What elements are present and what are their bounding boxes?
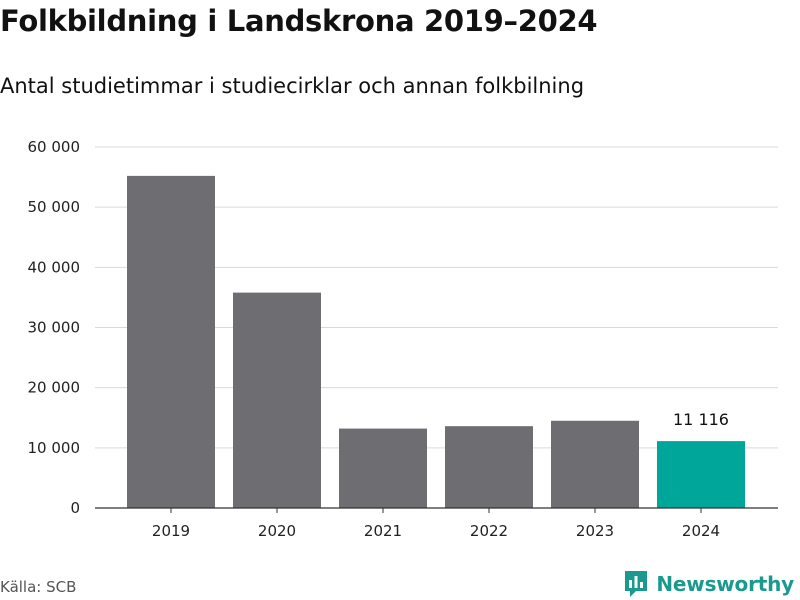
chart-subtitle: Antal studietimmar i studiecirklar och a… <box>0 74 585 98</box>
brand-name: Newsworthy <box>656 572 794 596</box>
x-tick-label: 2024 <box>682 522 720 540</box>
bar-2020 <box>233 292 321 508</box>
x-tick-label: 2022 <box>470 522 508 540</box>
newsworthy-logo-icon <box>625 571 648 597</box>
chart-title: Folkbildning i Landskrona 2019–2024 <box>0 4 598 38</box>
bar-chart: 0 10 000 20 000 30 000 40 000 50 000 60 000 20… <box>28 138 778 540</box>
y-tick-label: 20 000 <box>28 379 81 397</box>
y-tick-label: 30 000 <box>28 319 81 337</box>
y-tick-label: 10 000 <box>28 439 81 457</box>
x-tick-label: 2021 <box>364 522 402 540</box>
x-tick-label: 2019 <box>152 522 190 540</box>
bar-2024 <box>657 441 745 508</box>
x-axis-tick-labels: 2019 2020 2021 2022 2023 2024 <box>152 508 720 540</box>
x-tick-label: 2023 <box>576 522 614 540</box>
y-tick-label: 50 000 <box>28 198 81 216</box>
data-label-2024: 11 116 <box>673 410 729 429</box>
bar-2022 <box>445 426 533 508</box>
bar-2023 <box>551 420 639 508</box>
x-tick-label: 2020 <box>258 522 296 540</box>
bar-2019 <box>127 175 215 508</box>
y-axis-tick-labels: 0 10 000 20 000 30 000 40 000 50 000 60 000 <box>28 138 81 517</box>
source-note: Källa: SCB <box>0 578 77 596</box>
data-labels: 11 116 <box>673 410 729 429</box>
brand-logo[interactable]: Newsworthy <box>623 569 794 599</box>
bar-2021 <box>339 428 427 508</box>
y-tick-label: 40 000 <box>28 258 81 276</box>
bars <box>127 175 745 508</box>
y-tick-label: 0 <box>70 499 80 517</box>
y-tick-label: 60 000 <box>28 138 81 156</box>
